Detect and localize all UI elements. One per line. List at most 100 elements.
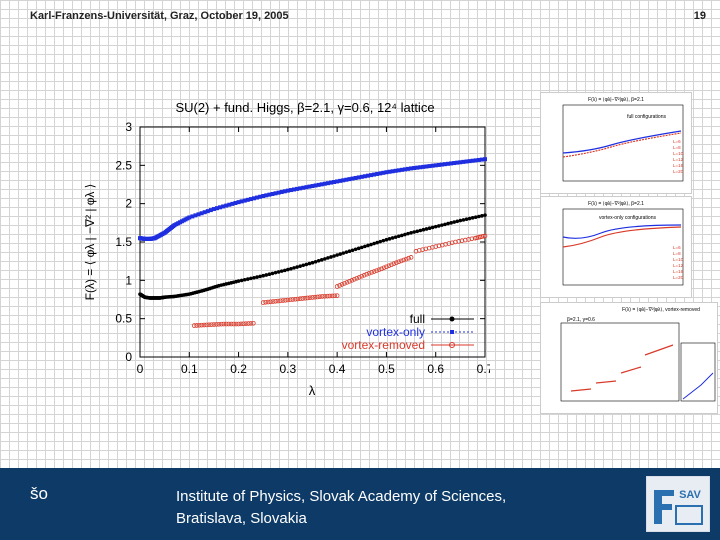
point-vortex-removed xyxy=(369,270,374,275)
point-vortex-removed xyxy=(199,322,204,328)
point-vortex-removed xyxy=(305,295,310,301)
thumb-mid-legend-2: L=8 xyxy=(673,251,681,256)
point-vortex-only xyxy=(442,162,447,167)
point-vortex-only xyxy=(208,208,213,213)
point-full xyxy=(396,234,401,239)
point-full xyxy=(292,266,296,270)
point-full xyxy=(236,279,241,283)
point-vortex-removed xyxy=(216,321,222,327)
point-full xyxy=(406,231,410,236)
point-vortex-only xyxy=(421,164,426,169)
point-vortex-only xyxy=(353,175,358,180)
point-full xyxy=(350,248,355,253)
chart-legend: full vortex-only vortex-removed xyxy=(342,312,474,352)
point-vortex-removed xyxy=(292,296,298,302)
point-vortex-removed xyxy=(228,321,234,327)
point-vortex-removed xyxy=(379,266,384,272)
point-vortex-only xyxy=(215,206,220,211)
x-axis-label: λ xyxy=(309,383,316,398)
point-vortex-removed xyxy=(334,293,340,298)
point-full xyxy=(452,220,456,224)
legend-marker-full xyxy=(449,316,455,322)
point-vortex-removed xyxy=(403,256,409,262)
point-full xyxy=(347,249,352,253)
point-full xyxy=(267,272,272,276)
point-vortex-only xyxy=(396,168,401,173)
point-vortex-removed xyxy=(221,321,227,327)
point-vortex-removed xyxy=(327,293,333,299)
point-vortex-only xyxy=(405,166,410,171)
point-full xyxy=(329,255,333,259)
point-vortex-only xyxy=(356,175,361,180)
point-vortex-only xyxy=(218,205,223,210)
point-vortex-only xyxy=(433,163,438,168)
x-tick-label: 0.3 xyxy=(280,362,297,376)
point-vortex-removed xyxy=(196,323,202,328)
point-vortex-removed xyxy=(241,321,246,327)
point-vortex-removed xyxy=(191,323,197,328)
point-full xyxy=(282,268,287,273)
x-tick-label: 0 xyxy=(137,362,144,376)
point-vortex-removed xyxy=(285,297,291,303)
point-vortex-only xyxy=(384,170,389,175)
point-vortex-removed xyxy=(206,322,212,328)
legend-marker-vortex-removed xyxy=(449,342,455,348)
thumb-bottom-frame xyxy=(560,322,680,402)
point-full xyxy=(477,214,481,219)
point-vortex-removed xyxy=(396,259,402,265)
point-vortex-removed xyxy=(376,267,382,273)
point-vortex-only xyxy=(258,194,263,199)
point-full xyxy=(332,254,336,258)
point-vortex-removed xyxy=(263,300,268,305)
footer-bar xyxy=(0,468,720,540)
sav-logo-box xyxy=(675,505,703,525)
point-vortex-only xyxy=(473,158,478,163)
point-full xyxy=(470,216,475,220)
point-full xyxy=(252,275,256,280)
thumb-mid-legend-3: L=10 xyxy=(673,257,684,262)
point-vortex-only xyxy=(402,167,407,172)
thumb-top-legend-4: L=12 xyxy=(673,157,684,162)
point-full xyxy=(473,215,478,219)
point-vortex-removed xyxy=(349,278,355,283)
point-full xyxy=(326,256,330,260)
y-tick-label: 0.5 xyxy=(115,312,132,326)
point-full xyxy=(449,221,453,225)
thumb-bottom-title: F(λ) = ⟨φλ|−∇²|φλ⟩, vortex-removed xyxy=(622,307,700,313)
point-vortex-only xyxy=(424,164,429,169)
point-vortex-only xyxy=(202,210,207,215)
point-vortex-removed xyxy=(482,233,488,239)
point-vortex-only xyxy=(365,173,370,178)
point-vortex-only xyxy=(285,188,290,193)
point-vortex-removed xyxy=(310,295,315,300)
point-full xyxy=(483,213,487,217)
point-vortex-removed xyxy=(295,296,301,302)
point-vortex-only xyxy=(449,161,454,166)
point-full xyxy=(323,257,327,261)
point-vortex-removed xyxy=(469,236,475,242)
point-vortex-removed xyxy=(329,293,335,299)
point-vortex-only xyxy=(199,211,204,216)
point-vortex-removed xyxy=(246,321,251,326)
point-vortex-only xyxy=(307,184,312,189)
point-full xyxy=(412,230,416,234)
point-vortex-only xyxy=(347,177,352,182)
point-vortex-only xyxy=(236,200,241,205)
point-full xyxy=(304,262,309,267)
point-vortex-removed xyxy=(344,280,350,285)
footer-left-text: šo xyxy=(30,484,48,503)
point-vortex-only xyxy=(239,199,244,204)
point-vortex-removed xyxy=(320,294,325,299)
point-full xyxy=(415,229,420,234)
point-vortex-only xyxy=(304,185,309,190)
point-vortex-only xyxy=(288,188,293,193)
point-vortex-only xyxy=(187,215,192,220)
point-vortex-only xyxy=(313,183,318,188)
thumb-top-frame xyxy=(562,104,684,182)
point-full xyxy=(387,237,392,241)
point-full xyxy=(418,228,423,233)
x-tick-label: 0.7 xyxy=(477,362,490,376)
point-vortex-removed xyxy=(359,273,365,279)
point-full xyxy=(366,243,370,248)
point-vortex-only xyxy=(350,176,355,181)
